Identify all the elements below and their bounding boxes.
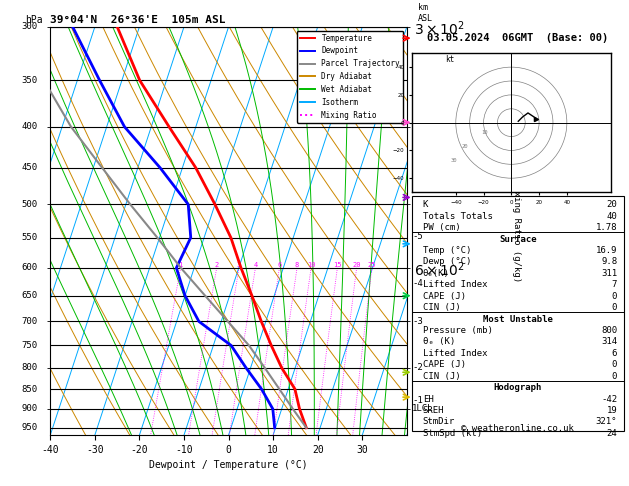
Text: km
ASL: km ASL (418, 3, 433, 23)
Text: SREH: SREH (423, 406, 444, 415)
Text: 15: 15 (333, 262, 342, 268)
Text: Hodograph: Hodograph (494, 383, 542, 392)
Text: -42: -42 (601, 395, 617, 403)
Text: 25: 25 (368, 262, 376, 268)
Text: 10: 10 (481, 130, 487, 135)
Text: 900: 900 (22, 404, 38, 414)
Text: 19: 19 (606, 406, 617, 415)
Text: -2: -2 (412, 364, 423, 372)
Text: 2: 2 (214, 262, 219, 268)
Text: 40: 40 (606, 212, 617, 221)
Text: 350: 350 (22, 76, 38, 85)
Text: 1: 1 (179, 262, 182, 268)
Text: 300: 300 (22, 22, 38, 31)
Text: 400: 400 (22, 122, 38, 131)
Text: θₑ(K): θₑ(K) (423, 269, 450, 278)
Legend: Temperature, Dewpoint, Parcel Trajectory, Dry Adiabat, Wet Adiabat, Isotherm, Mi: Temperature, Dewpoint, Parcel Trajectory… (297, 31, 403, 122)
Text: 650: 650 (22, 291, 38, 300)
X-axis label: Dewpoint / Temperature (°C): Dewpoint / Temperature (°C) (149, 460, 308, 470)
Text: hPa: hPa (25, 15, 43, 25)
Text: -6: -6 (412, 182, 423, 191)
Text: 314: 314 (601, 337, 617, 347)
Text: 550: 550 (22, 233, 38, 242)
Text: K: K (423, 200, 428, 209)
Text: 850: 850 (22, 384, 38, 394)
Text: CAPE (J): CAPE (J) (423, 292, 465, 301)
Text: StmSpd (kt): StmSpd (kt) (423, 429, 482, 438)
Text: 950: 950 (22, 423, 38, 432)
Text: θₑ (K): θₑ (K) (423, 337, 455, 347)
Text: -3: -3 (412, 317, 423, 327)
Text: Lifted Index: Lifted Index (423, 280, 487, 289)
Text: 39°04'N  26°36'E  105m ASL: 39°04'N 26°36'E 105m ASL (50, 15, 226, 25)
Text: 321°: 321° (596, 417, 617, 426)
Text: PW (cm): PW (cm) (423, 223, 460, 232)
Text: 500: 500 (22, 200, 38, 209)
Text: 0: 0 (612, 360, 617, 369)
Text: 800: 800 (22, 364, 38, 372)
Text: 3: 3 (237, 262, 241, 268)
Text: 700: 700 (22, 317, 38, 326)
Text: Dewp (°C): Dewp (°C) (423, 258, 471, 266)
Text: CAPE (J): CAPE (J) (423, 360, 465, 369)
Text: 0: 0 (612, 292, 617, 301)
Text: Most Unstable: Most Unstable (483, 314, 553, 324)
Text: 750: 750 (22, 341, 38, 350)
Text: -7: -7 (412, 131, 423, 140)
Text: 30: 30 (450, 157, 457, 162)
Text: 20: 20 (461, 144, 468, 149)
Text: 4: 4 (253, 262, 257, 268)
Text: -5: -5 (412, 232, 423, 242)
Text: 450: 450 (22, 163, 38, 172)
Text: 10: 10 (307, 262, 315, 268)
Y-axis label: Mixing Ratio (g/kg): Mixing Ratio (g/kg) (512, 180, 521, 282)
Text: 8: 8 (295, 262, 299, 268)
Text: kt: kt (445, 54, 454, 64)
Text: 16.9: 16.9 (596, 246, 617, 255)
Text: CIN (J): CIN (J) (423, 372, 460, 381)
Bar (412, 196, 624, 431)
Text: Temp (°C): Temp (°C) (423, 246, 471, 255)
Text: EH: EH (423, 395, 433, 403)
Text: 20: 20 (352, 262, 361, 268)
Text: CIN (J): CIN (J) (423, 303, 460, 312)
Text: 0: 0 (612, 372, 617, 381)
Text: Pressure (mb): Pressure (mb) (423, 326, 493, 335)
Text: 600: 600 (22, 263, 38, 272)
Text: 1LCL: 1LCL (412, 404, 434, 414)
Text: 9.8: 9.8 (601, 258, 617, 266)
Text: 800: 800 (601, 326, 617, 335)
Text: 20: 20 (606, 200, 617, 209)
Text: 6: 6 (277, 262, 282, 268)
Text: StmDir: StmDir (423, 417, 455, 426)
Text: 03.05.2024  06GMT  (Base: 00): 03.05.2024 06GMT (Base: 00) (427, 33, 608, 43)
Text: Totals Totals: Totals Totals (423, 212, 493, 221)
Text: 1.78: 1.78 (596, 223, 617, 232)
Text: 7: 7 (612, 280, 617, 289)
Text: -4: -4 (412, 279, 423, 288)
Text: -1: -1 (412, 396, 423, 405)
Text: 24: 24 (606, 429, 617, 438)
Text: 311: 311 (601, 269, 617, 278)
Text: Lifted Index: Lifted Index (423, 349, 487, 358)
Text: 6: 6 (612, 349, 617, 358)
Text: Surface: Surface (499, 235, 537, 243)
Text: -8: -8 (412, 78, 423, 87)
Text: 0: 0 (612, 303, 617, 312)
Text: © weatheronline.co.uk: © weatheronline.co.uk (461, 424, 574, 433)
